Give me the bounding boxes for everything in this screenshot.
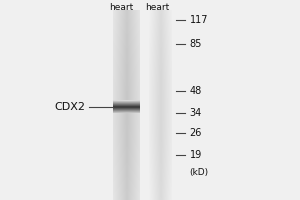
Text: 26: 26	[190, 128, 202, 138]
Text: 85: 85	[190, 39, 202, 49]
Text: 117: 117	[190, 15, 208, 25]
Text: CDX2: CDX2	[55, 102, 86, 112]
Text: (kD): (kD)	[190, 168, 208, 176]
Text: heart: heart	[146, 3, 170, 12]
Text: 48: 48	[190, 86, 202, 96]
Text: 19: 19	[190, 150, 202, 160]
Text: heart: heart	[110, 3, 134, 12]
Text: 34: 34	[190, 108, 202, 118]
